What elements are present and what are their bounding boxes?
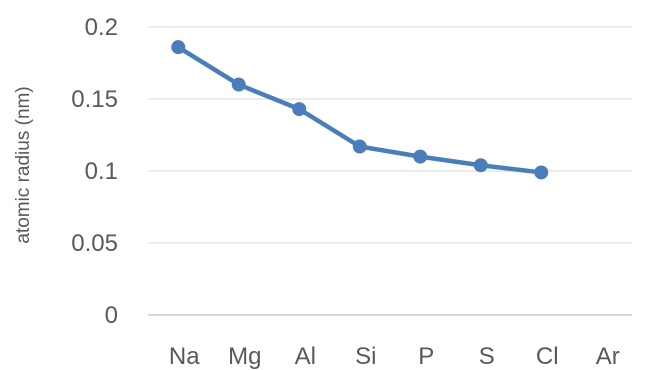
data-series (171, 40, 549, 180)
gridlines (148, 26, 632, 244)
x-tick-label: Cl (536, 343, 559, 370)
y-axis-title: atomic radius (nm) (13, 86, 34, 243)
x-tick-label: P (418, 343, 434, 370)
data-point (292, 102, 307, 117)
data-point (171, 40, 186, 55)
x-axis-ticks: Na Mg Al Si P S Cl Ar (169, 343, 620, 370)
x-tick-label: Si (355, 343, 376, 370)
y-tick-label: 0.05 (71, 230, 118, 257)
x-tick-label: S (479, 343, 495, 370)
data-point (473, 158, 488, 173)
data-point (413, 149, 428, 164)
x-tick-label: Mg (228, 343, 261, 370)
data-point (534, 165, 549, 180)
y-tick-label: 0.15 (71, 86, 118, 113)
y-tick-label: 0.2 (85, 14, 118, 41)
x-tick-label: Al (295, 343, 316, 370)
y-tick-label: 0.1 (85, 158, 118, 185)
x-tick-label: Na (169, 343, 200, 370)
y-tick-label: 0 (105, 302, 118, 329)
data-point (352, 139, 367, 154)
series-line (176, 44, 544, 175)
data-point (231, 77, 246, 92)
y-axis-ticks: 0 0.05 0.1 0.15 0.2 (71, 14, 118, 329)
x-tick-label: Ar (596, 343, 620, 370)
